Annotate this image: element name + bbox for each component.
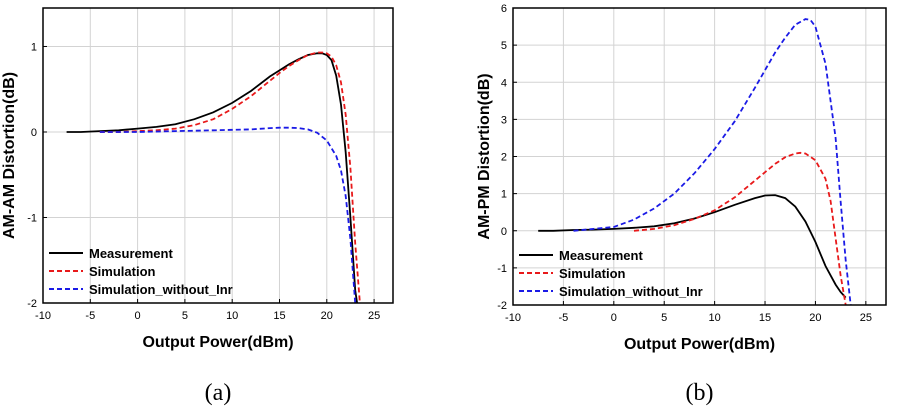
y-tick-label: 4	[501, 77, 507, 89]
legend-label-simulation: Simulation	[89, 264, 156, 279]
x-tick-label: 0	[611, 312, 617, 324]
series-line-simulation	[633, 151, 847, 306]
grid-b	[513, 8, 886, 305]
legend-label-simulation: Simulation	[559, 266, 626, 281]
y-tick-label: -2	[497, 300, 507, 312]
x-tick-label: 20	[321, 310, 333, 322]
y-tick-label: -1	[497, 263, 507, 275]
series-layer-a	[66, 51, 361, 304]
y-tick-label: 3	[501, 114, 507, 126]
x-tick-label: -5	[85, 310, 95, 322]
ticks-a: -10 -5 0 5 10 15 20 25-2-101	[27, 41, 380, 322]
series-line-simulation-without-inr	[573, 18, 852, 306]
series-line-measurement	[66, 52, 358, 304]
x-tick-label: 0	[135, 310, 141, 322]
chart-panel-a: -10 -5 0 5 10 15 20 25-2-101 MeasurementSimulat…	[1, 7, 394, 406]
x-tick-label: -10	[505, 312, 521, 324]
y-tick-label: -2	[27, 298, 37, 310]
x-tick-label: 5	[661, 312, 667, 324]
y-tick-label: 2	[501, 152, 507, 164]
y-tick-label: 1	[31, 41, 37, 53]
legend-label-measurement: Measurement	[89, 246, 173, 261]
x-tick-label: 10	[226, 310, 238, 322]
x-tick-label: -5	[559, 312, 569, 324]
legend-label-simulation-without-inr: Simulation_without_Inr	[559, 284, 703, 299]
panel-label-a: (a)	[205, 380, 232, 406]
y-tick-label: 5	[501, 40, 507, 52]
series-layer-b	[538, 18, 852, 306]
x-tick-label: 20	[809, 312, 821, 324]
x-axis-label-b: Output Power(dBm)	[624, 336, 775, 353]
y-tick-label: 6	[501, 3, 507, 15]
x-tick-label: -10	[35, 310, 51, 322]
x-tick-label: 10	[708, 312, 720, 324]
series-line-simulation-without-inr	[99, 126, 357, 304]
legend-label-simulation-without-inr: Simulation_without_Inr	[89, 282, 233, 297]
series-line-simulation	[99, 51, 361, 304]
y-tick-label: -1	[27, 212, 37, 224]
x-tick-label: 25	[368, 310, 380, 322]
legend-b: Measurement Simulation Simulation_without_…	[519, 248, 703, 299]
x-axis-label-a: Output Power(dBm)	[142, 334, 293, 351]
x-tick-label: 5	[182, 310, 188, 322]
y-axis-label-b: AM-PM Distortion(dB)	[476, 73, 493, 239]
y-tick-label: 0	[31, 127, 37, 139]
x-tick-label: 15	[759, 312, 771, 324]
legend-label-measurement: Measurement	[559, 248, 643, 263]
x-tick-label: 15	[273, 310, 285, 322]
y-tick-label: 0	[501, 226, 507, 238]
y-tick-label: 1	[501, 189, 507, 201]
legend-a: Measurement Simulation Simulation_without_…	[49, 246, 233, 297]
plot-area-a	[43, 8, 393, 303]
plot-frame-a	[42, 7, 394, 304]
series-line-measurement	[538, 194, 847, 299]
panel-label-b: (b)	[686, 380, 714, 406]
y-axis-label-a: AM-AM Distortion(dB)	[1, 72, 18, 239]
x-tick-label: 25	[860, 312, 872, 324]
